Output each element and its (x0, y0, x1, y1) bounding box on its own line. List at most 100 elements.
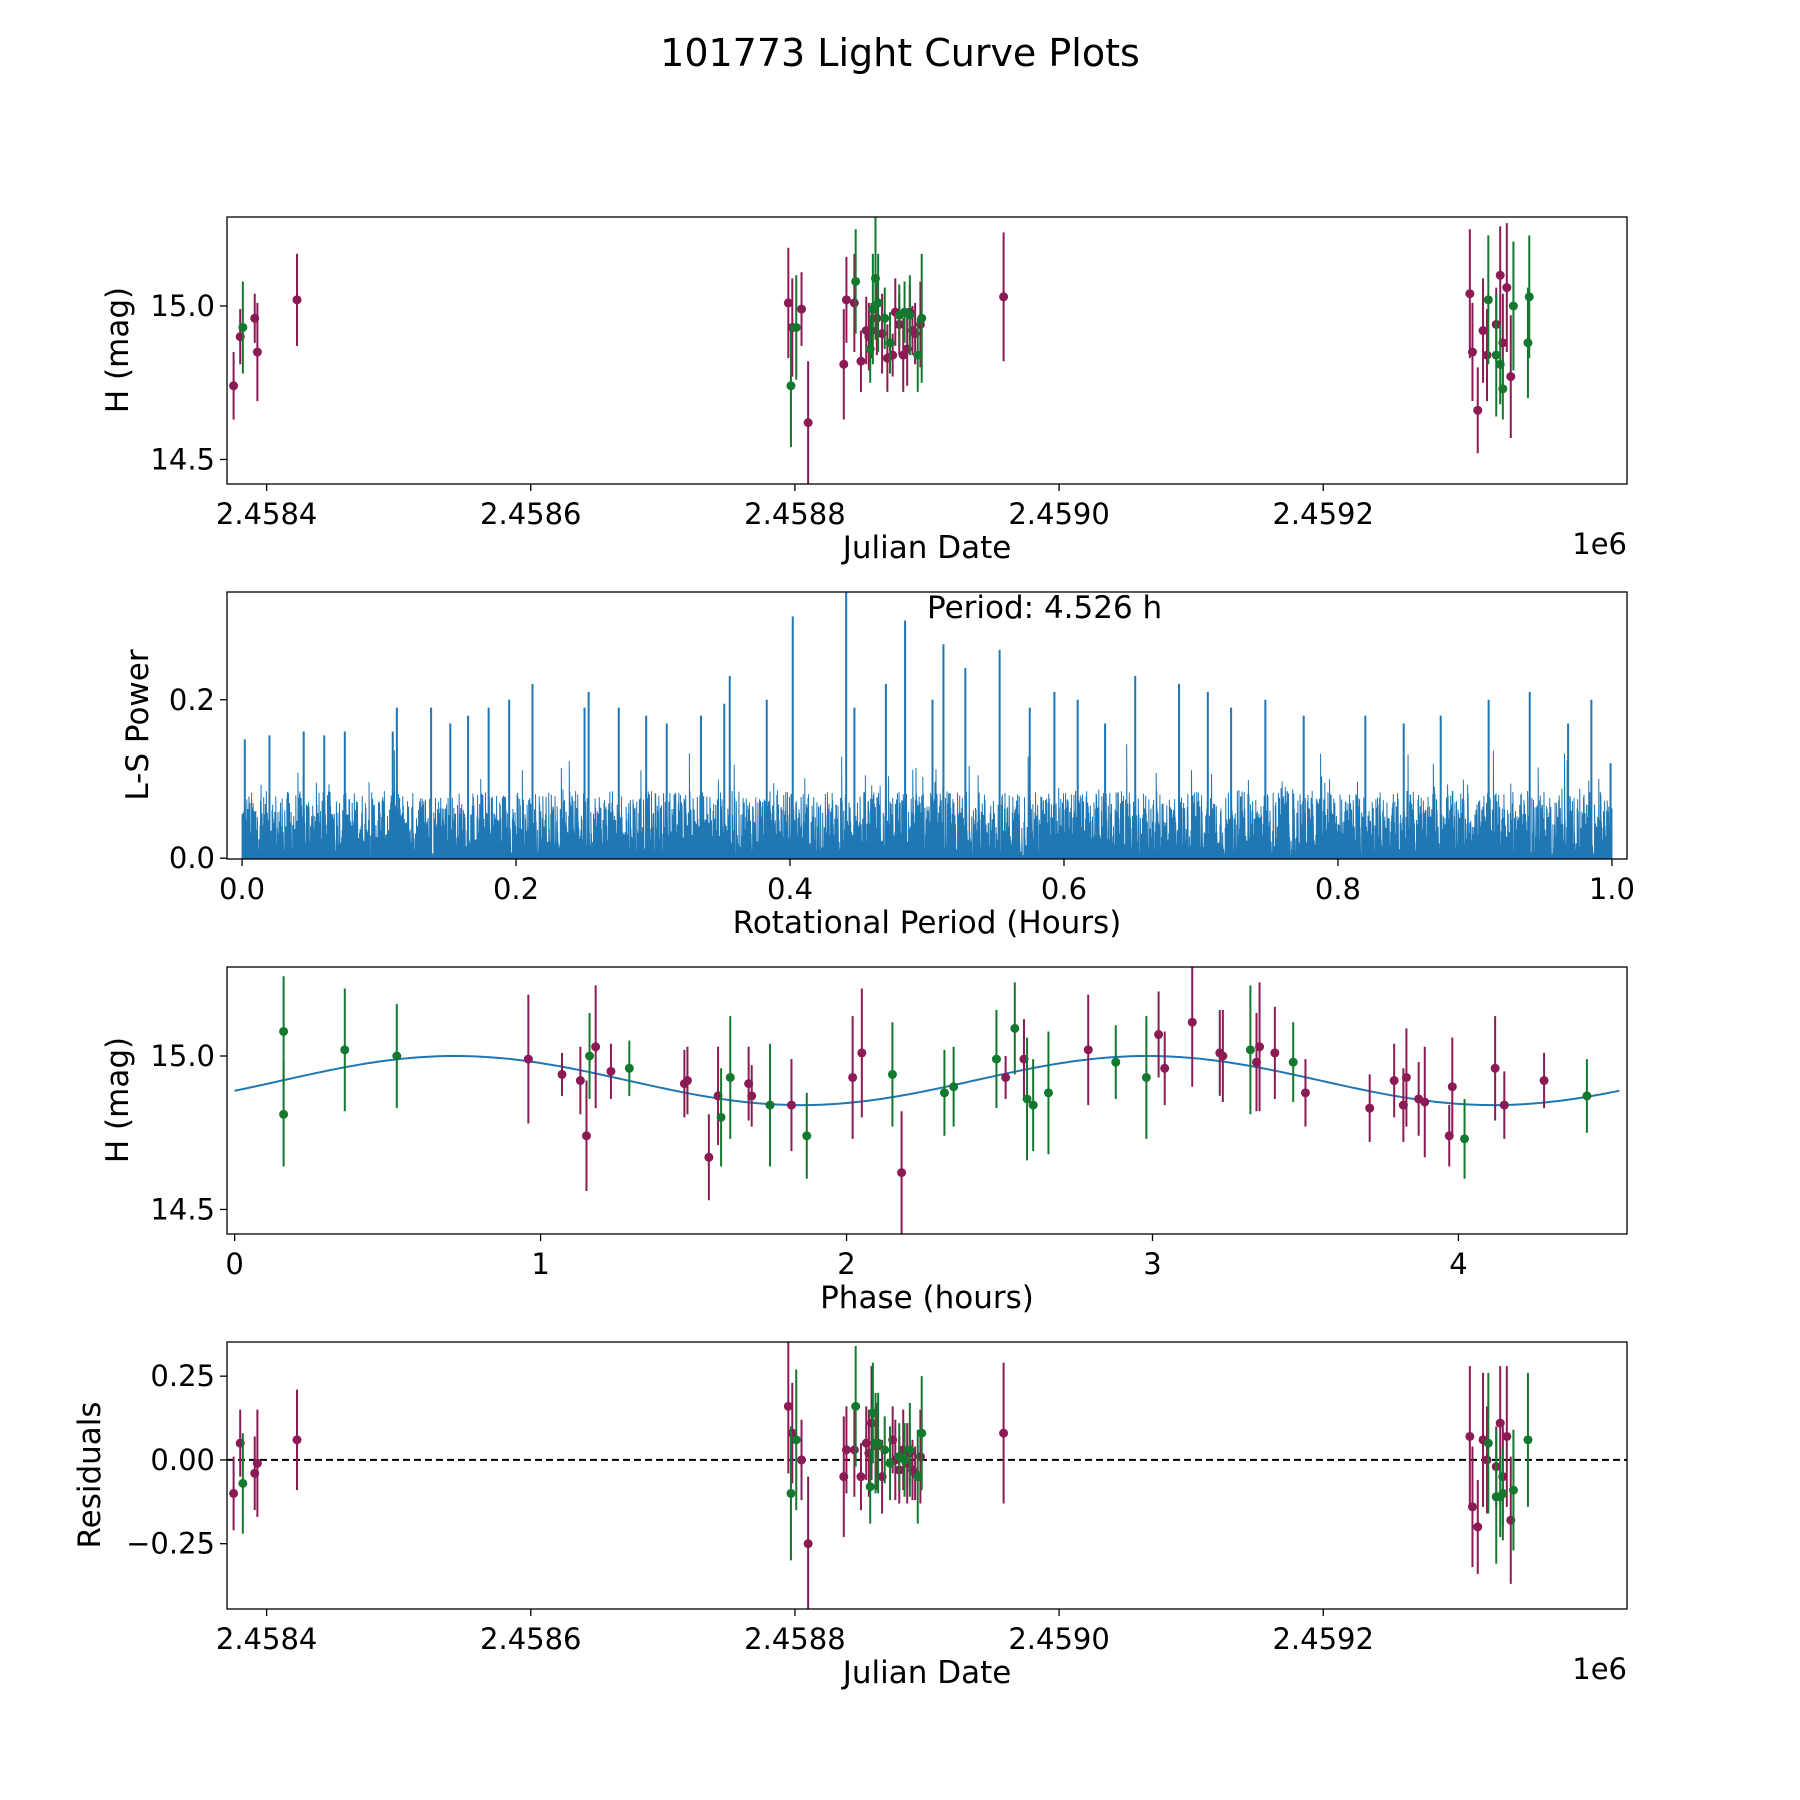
data-point (1154, 1030, 1164, 1040)
data-point (1499, 1100, 1509, 1110)
y-tick-label: −0.25 (126, 1527, 215, 1561)
data-point (939, 1088, 949, 1098)
residuals-panel: 2.4584 2.4586 2.4588 2.4590 2.4592 0.25 0.00 −0… (72, 1341, 1628, 1691)
data-point (913, 1472, 923, 1482)
data-point (1389, 1076, 1399, 1086)
data-point (1473, 405, 1483, 415)
x-tick-label: 2.4586 (480, 497, 581, 531)
residuals-x-axis-label: Julian Date (841, 1655, 1012, 1691)
data-point (880, 313, 890, 323)
data-point (1502, 1431, 1512, 1441)
x-tick-label: 2.4586 (480, 1622, 581, 1656)
data-point (913, 350, 923, 360)
data-point (851, 276, 861, 286)
data-point (1245, 1045, 1255, 1055)
data-point (1465, 289, 1475, 299)
series-band-a (523, 967, 1549, 1234)
data-point (238, 1478, 248, 1488)
periodogram-ticks: 0.0 0.2 0.4 0.6 0.8 1.0 0.0 0.2 (169, 683, 1635, 906)
data-point (885, 338, 895, 348)
data-point (523, 1054, 533, 1064)
light-curve-ticks: 2.4584 2.4586 2.4588 2.4590 2.4592 15.0 14.5 (150, 289, 1374, 531)
phase-fold-panel: 0 1 2 3 4 15.0 14.5 Phase (hours) H (mag) (100, 966, 1628, 1316)
x-tick-label: 2.4590 (1008, 1622, 1109, 1656)
data-point (949, 1082, 959, 1092)
data-point (849, 298, 859, 308)
data-point (783, 298, 793, 308)
data-point (279, 1109, 289, 1119)
data-point (1483, 1438, 1493, 1448)
x-tick-label: 2.4592 (1272, 497, 1373, 531)
data-point (786, 381, 796, 391)
data-point (783, 1401, 793, 1411)
periodogram-y-axis-label: L-S Power (120, 649, 156, 800)
data-point (1482, 350, 1492, 360)
data-point (880, 1445, 890, 1455)
x-tick-label: 4 (1449, 1247, 1467, 1281)
x-tick-label: 2.4588 (744, 1622, 845, 1656)
data-point (252, 1458, 262, 1468)
data-point (624, 1063, 634, 1073)
data-point (841, 1445, 851, 1455)
data-point (803, 418, 813, 428)
data-point (1524, 292, 1534, 302)
figure-title: 101773 Light Curve Plots (660, 31, 1140, 75)
y-tick-label: 0.25 (150, 1359, 215, 1393)
data-point (885, 1458, 895, 1468)
period-annotation: Period: 4.526 h (927, 590, 1162, 626)
series-band-b (238, 1346, 1533, 1564)
data-point (575, 1076, 585, 1086)
data-point (1495, 270, 1505, 280)
data-point (716, 1112, 726, 1122)
model-fit-curve (234, 1054, 1620, 1107)
x-tick-label: 0.0 (219, 872, 265, 906)
light-curve-x-offset-label: 1e6 (1572, 527, 1627, 561)
data-point (999, 1428, 1009, 1438)
data-point (1482, 1455, 1492, 1465)
x-tick-label: 2 (837, 1247, 855, 1281)
x-tick-label: 0.2 (493, 872, 539, 906)
phase-fold-plot-area (234, 967, 1620, 1234)
x-tick-label: 0.6 (1041, 872, 1087, 906)
data-point (917, 1428, 927, 1438)
y-tick-label: 14.5 (150, 1192, 215, 1226)
phase-fold-x-axis-label: Phase (hours) (820, 1280, 1034, 1316)
data-point (839, 359, 849, 369)
y-tick-label: 14.5 (150, 442, 215, 476)
data-point (802, 1131, 812, 1141)
data-point (1218, 1051, 1228, 1061)
data-point (1083, 1045, 1093, 1055)
data-point (1498, 384, 1508, 394)
x-tick-label: 2.4592 (1272, 1622, 1373, 1656)
data-point (557, 1069, 567, 1079)
data-point (791, 1435, 801, 1445)
data-point (1467, 1502, 1477, 1512)
data-point (897, 1168, 907, 1178)
data-point (252, 347, 262, 357)
x-tick-label: 2.4584 (216, 1622, 317, 1656)
data-point (1460, 1134, 1470, 1144)
periodogram-trace (241, 744, 1613, 859)
data-point (229, 1488, 239, 1498)
data-point (841, 295, 851, 305)
data-point (1502, 283, 1512, 293)
x-tick-label: 2.4590 (1008, 497, 1109, 531)
data-point (849, 1445, 859, 1455)
data-point (1467, 347, 1477, 357)
x-tick-label: 2.4584 (216, 497, 317, 531)
data-point (786, 1488, 796, 1498)
x-tick-label: 0.4 (767, 872, 813, 906)
data-point (1010, 1023, 1020, 1033)
data-point (1523, 338, 1533, 348)
light-curve-axes-frame (226, 216, 1628, 485)
data-point (797, 304, 807, 314)
residuals-ticks: 2.4584 2.4586 2.4588 2.4590 2.4592 0.25 0.00 −0… (126, 1359, 1374, 1656)
data-point (905, 310, 915, 320)
data-point (1539, 1076, 1549, 1086)
data-point (1498, 1488, 1508, 1498)
y-tick-label: 0.2 (169, 683, 215, 717)
data-point (991, 1054, 1001, 1064)
data-point (857, 1048, 867, 1058)
light-curve-y-axis-label: H (mag) (100, 287, 136, 413)
